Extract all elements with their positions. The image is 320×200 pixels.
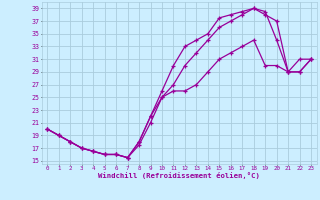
- X-axis label: Windchill (Refroidissement éolien,°C): Windchill (Refroidissement éolien,°C): [98, 172, 260, 179]
